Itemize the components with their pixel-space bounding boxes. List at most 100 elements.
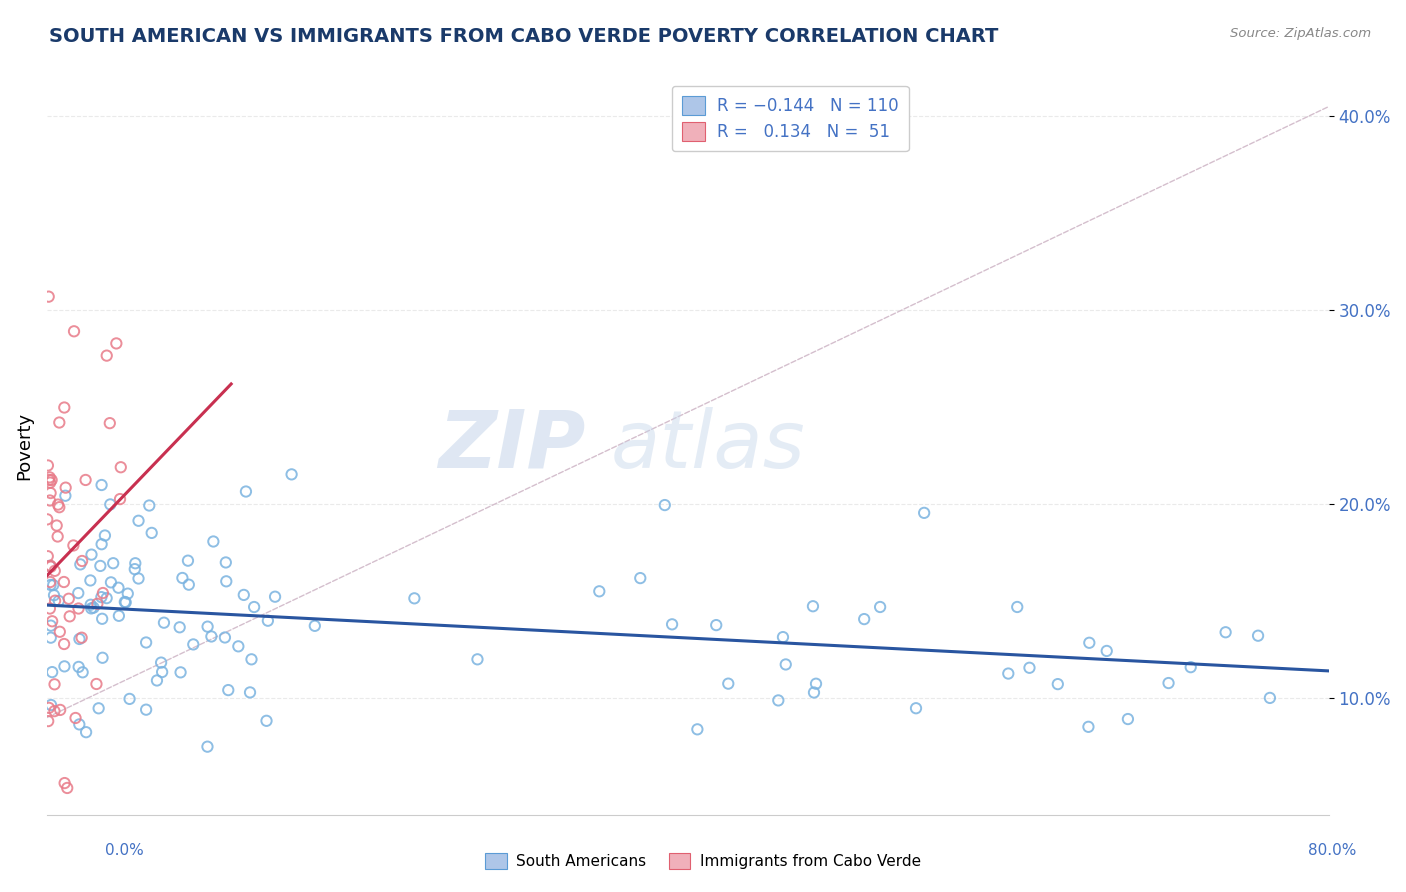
- Point: [67, 586, 90, 600]
- Point: [39, 475, 62, 490]
- Point: [107, 581, 129, 595]
- Point: [90, 537, 112, 551]
- Point: [67, 660, 90, 674]
- Point: [772, 630, 794, 644]
- Point: [1247, 629, 1270, 643]
- Point: [202, 534, 225, 549]
- Point: [91, 650, 114, 665]
- Point: [801, 599, 824, 614]
- Point: [1046, 677, 1069, 691]
- Point: [124, 562, 146, 576]
- Point: [48, 500, 70, 515]
- Point: [239, 685, 262, 699]
- Point: [905, 701, 928, 715]
- Point: [37, 549, 59, 564]
- Point: [46, 529, 69, 543]
- Point: [181, 637, 204, 651]
- Point: [41, 665, 63, 679]
- Point: [215, 556, 238, 570]
- Point: [41, 614, 63, 628]
- Point: [717, 676, 740, 690]
- Point: [39, 618, 62, 632]
- Point: [197, 620, 219, 634]
- Point: [243, 600, 266, 615]
- Point: [70, 554, 93, 568]
- Point: [96, 591, 118, 606]
- Point: [214, 631, 236, 645]
- Point: [56, 780, 79, 795]
- Text: atlas: atlas: [612, 407, 806, 485]
- Point: [67, 632, 90, 646]
- Text: Source: ZipAtlas.com: Source: ZipAtlas.com: [1230, 27, 1371, 40]
- Point: [90, 590, 112, 604]
- Point: [197, 739, 219, 754]
- Point: [172, 571, 194, 585]
- Point: [997, 666, 1019, 681]
- Point: [42, 578, 65, 592]
- Legend: R = −0.144   N = 110, R =   0.134   N =  51: R = −0.144 N = 110, R = 0.134 N = 51: [672, 86, 908, 151]
- Point: [48, 416, 70, 430]
- Text: ZIP: ZIP: [437, 407, 585, 485]
- Point: [169, 620, 191, 634]
- Point: [768, 693, 790, 707]
- Point: [150, 656, 173, 670]
- Point: [67, 717, 90, 731]
- Point: [704, 618, 727, 632]
- Point: [72, 665, 94, 680]
- Point: [75, 473, 97, 487]
- Point: [83, 600, 105, 615]
- Point: [86, 677, 108, 691]
- Point: [38, 473, 60, 487]
- Point: [48, 594, 70, 608]
- Point: [39, 578, 62, 592]
- Point: [91, 612, 114, 626]
- Point: [588, 584, 610, 599]
- Point: [114, 595, 136, 609]
- Text: 80.0%: 80.0%: [1309, 843, 1357, 858]
- Point: [44, 677, 66, 691]
- Point: [153, 615, 176, 630]
- Point: [280, 467, 302, 482]
- Point: [235, 484, 257, 499]
- Point: [39, 486, 62, 500]
- Point: [108, 608, 131, 623]
- Point: [42, 588, 65, 602]
- Point: [654, 498, 676, 512]
- Point: [177, 554, 200, 568]
- Point: [69, 558, 91, 572]
- Text: 0.0%: 0.0%: [105, 843, 145, 858]
- Point: [177, 577, 200, 591]
- Point: [141, 525, 163, 540]
- Point: [37, 458, 59, 473]
- Point: [39, 493, 62, 508]
- Point: [39, 575, 62, 590]
- Point: [1215, 625, 1237, 640]
- Point: [869, 599, 891, 614]
- Point: [467, 652, 489, 666]
- Point: [89, 558, 111, 573]
- Point: [304, 619, 326, 633]
- Point: [775, 657, 797, 672]
- Point: [1258, 690, 1281, 705]
- Point: [53, 659, 76, 673]
- Point: [228, 640, 250, 654]
- Point: [803, 685, 825, 699]
- Point: [135, 635, 157, 649]
- Point: [128, 514, 150, 528]
- Point: [103, 556, 125, 570]
- Point: [38, 470, 60, 484]
- Point: [49, 624, 72, 639]
- Point: [37, 714, 59, 728]
- Point: [53, 637, 76, 651]
- Point: [94, 528, 117, 542]
- Point: [105, 336, 128, 351]
- Point: [62, 539, 84, 553]
- Point: [146, 673, 169, 688]
- Point: [232, 588, 254, 602]
- Point: [114, 595, 136, 609]
- Point: [37, 512, 59, 526]
- Point: [257, 614, 280, 628]
- Point: [67, 601, 90, 615]
- Point: [118, 692, 141, 706]
- Point: [100, 575, 122, 590]
